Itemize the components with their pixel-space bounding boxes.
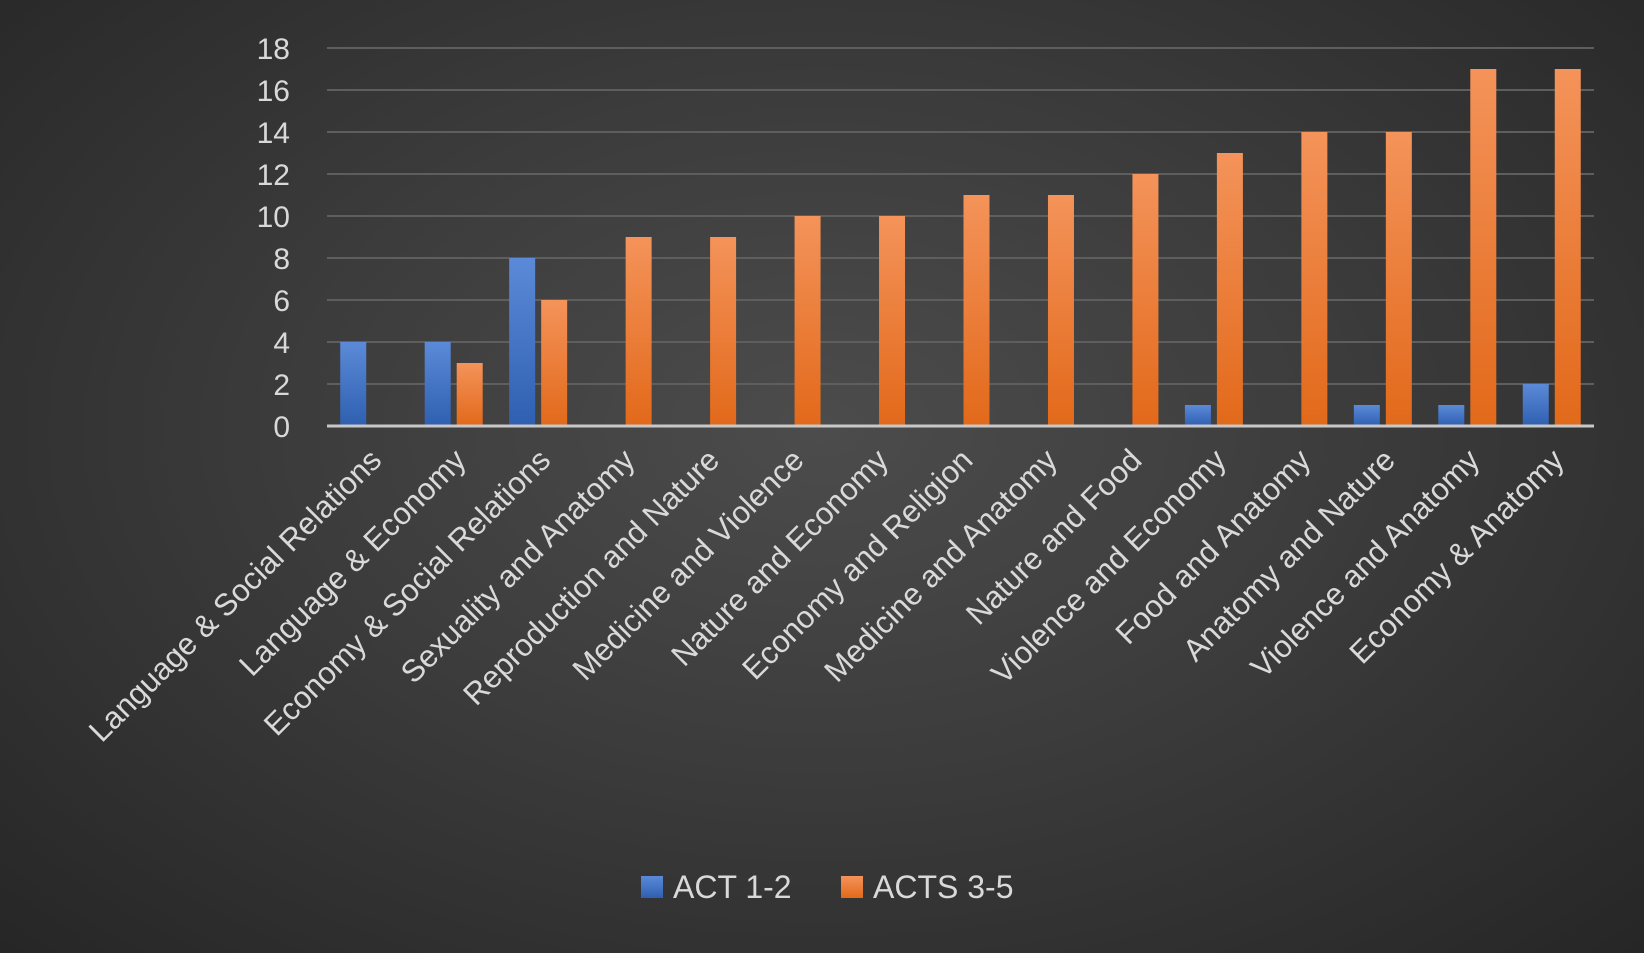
bar-act-1-2	[1438, 405, 1465, 426]
bar-acts-3-5	[1470, 69, 1497, 426]
y-tick-label: 8	[273, 243, 290, 276]
y-tick-label: 12	[257, 159, 290, 192]
bar-act-1-2	[1184, 405, 1211, 426]
bar-acts-3-5	[625, 237, 652, 426]
y-tick-label: 0	[273, 411, 290, 444]
bar-acts-3-5	[1132, 174, 1159, 426]
legend-swatch	[641, 876, 663, 898]
y-tick-label: 10	[257, 201, 290, 234]
gridlines	[327, 47, 1594, 385]
bar-act-1-2	[340, 342, 367, 426]
bar-acts-3-5	[541, 300, 568, 426]
bar-acts-3-5	[456, 363, 483, 426]
legend: ACT 1-2 ACTS 3-5	[641, 869, 1013, 905]
legend-swatch	[841, 876, 863, 898]
bar-act-1-2	[1353, 405, 1380, 426]
y-axis-ticks: 0 2 4 6 8 10 12 14 16 18	[257, 33, 290, 444]
bar-acts-3-5	[1385, 132, 1412, 426]
y-tick-label: 2	[273, 369, 290, 402]
bar-acts-3-5	[794, 216, 821, 426]
bar-act-1-2	[509, 258, 536, 426]
bar-act-1-2	[1522, 384, 1549, 426]
bar-acts-3-5	[1216, 153, 1243, 426]
y-tick-label: 18	[257, 33, 290, 66]
bar-acts-3-5	[879, 216, 906, 426]
bar-acts-3-5	[1554, 69, 1581, 426]
bar-acts-3-5	[710, 237, 737, 426]
y-tick-label: 4	[273, 327, 290, 360]
y-tick-label: 14	[257, 117, 290, 150]
legend-item: ACTS 3-5	[841, 869, 1013, 905]
bar-acts-3-5	[1047, 195, 1074, 426]
bars	[340, 69, 1581, 426]
y-tick-label: 16	[257, 75, 290, 108]
y-tick-label: 6	[273, 285, 290, 318]
legend-label: ACT 1-2	[673, 869, 792, 905]
bar-act-1-2	[424, 342, 451, 426]
legend-item: ACT 1-2	[641, 869, 792, 905]
bar-acts-3-5	[1301, 132, 1328, 426]
legend-label: ACTS 3-5	[873, 869, 1013, 905]
bar-acts-3-5	[963, 195, 990, 426]
